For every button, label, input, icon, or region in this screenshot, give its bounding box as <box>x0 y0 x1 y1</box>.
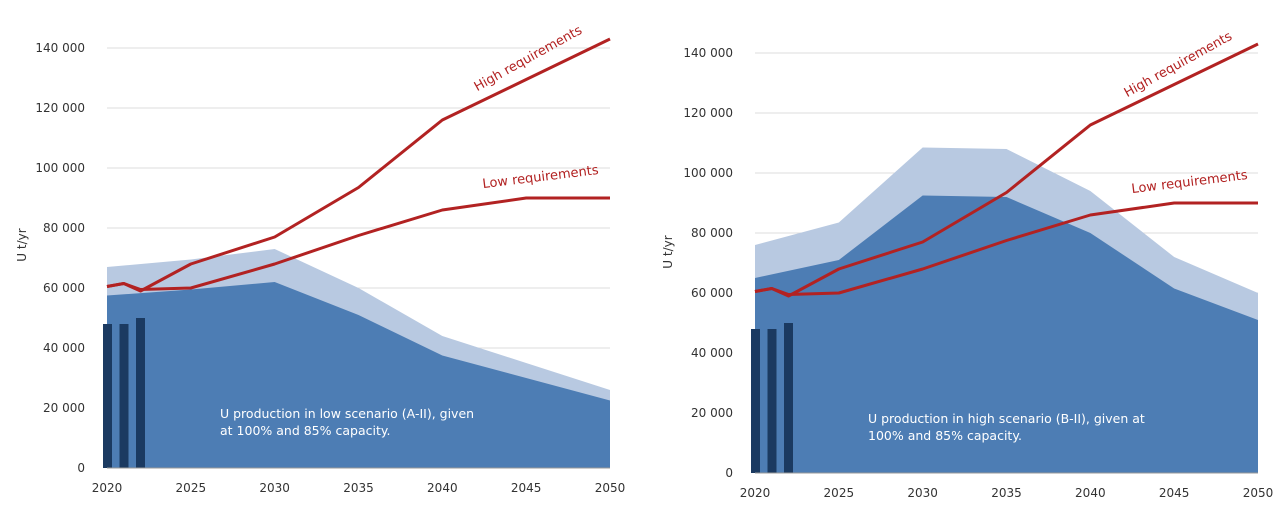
x-tick-label: 2045 <box>1159 486 1190 500</box>
y-tick-label: 0 <box>725 466 733 480</box>
bar-historic-production <box>119 324 129 468</box>
chart-high-scenario: 0 20 000 40 000 60 000 80 000 100 000 120 000 1… <box>661 29 1273 500</box>
y-tick-label: 120 000 <box>683 106 733 120</box>
y-tick-label: 60 000 <box>43 281 85 295</box>
x-tick-label: 2030 <box>259 481 290 495</box>
x-tick-label: 2025 <box>824 486 855 500</box>
area-production-85pct <box>107 282 610 468</box>
x-tick-label: 2045 <box>511 481 542 495</box>
x-tick-label: 2030 <box>907 486 938 500</box>
bar-historic-production <box>767 329 777 473</box>
line-low-requirements <box>106 196 610 291</box>
y-tick-label: 40 000 <box>691 346 733 360</box>
x-tick-label: 2020 <box>740 486 771 500</box>
label-low-requirements: Low requirements <box>1131 168 1249 197</box>
chart-low-scenario: 0 20 000 40 000 60 000 80 000 100 000 120 000 1… <box>15 23 625 495</box>
y-tick-label: 140 000 <box>35 41 85 55</box>
x-tick-label: 2035 <box>343 481 374 495</box>
y-tick-label: 20 000 <box>691 406 733 420</box>
x-tick-label: 2040 <box>427 481 458 495</box>
y-tick-label: 120 000 <box>35 101 85 115</box>
area-production-85pct <box>755 195 1258 473</box>
y-tick-label: 100 000 <box>683 166 733 180</box>
y-tick-label: 20 000 <box>43 401 85 415</box>
label-low-requirements: Low requirements <box>482 163 600 192</box>
y-tick-label: 40 000 <box>43 341 85 355</box>
bar-historic-production <box>784 323 793 473</box>
bar-historic-production <box>136 318 145 468</box>
scenario-annotation: 100% and 85% capacity. <box>868 428 1022 443</box>
scenario-annotation: at 100% and 85% capacity. <box>220 423 390 438</box>
x-tick-label: 2040 <box>1075 486 1106 500</box>
scenario-annotation: U production in high scenario (B-II), gi… <box>868 411 1145 426</box>
y-axis-label: U t/yr <box>661 235 675 268</box>
y-axis-label: U t/yr <box>15 228 29 261</box>
x-tick-label: 2025 <box>176 481 207 495</box>
scenario-annotation: U production in low scenario (A-II), giv… <box>220 406 474 421</box>
bar-historic-production <box>103 324 112 468</box>
x-tick-label: 2035 <box>991 486 1022 500</box>
x-tick-label: 2050 <box>595 481 626 495</box>
y-tick-label: 140 000 <box>683 46 733 60</box>
line-low-requirements <box>754 201 1258 296</box>
y-tick-label: 80 000 <box>691 226 733 240</box>
y-tick-label: 100 000 <box>35 161 85 175</box>
line-high-requirements <box>106 37 611 293</box>
y-tick-label: 60 000 <box>691 286 733 300</box>
bar-historic-production <box>751 329 760 473</box>
y-tick-label: 0 <box>77 461 85 475</box>
x-tick-label: 2020 <box>92 481 123 495</box>
y-tick-label: 80 000 <box>43 221 85 235</box>
x-tick-label: 2050 <box>1243 486 1274 500</box>
